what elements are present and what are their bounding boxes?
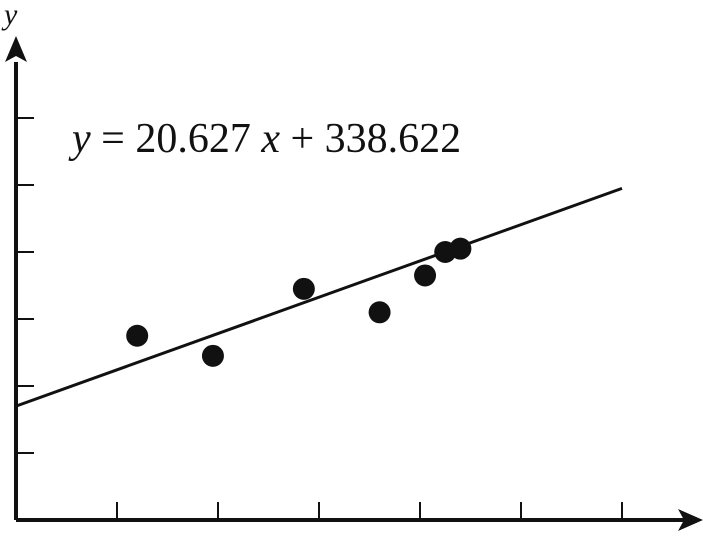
trendline-group [15, 186, 623, 408]
data-point [368, 301, 391, 324]
y-axis-arrow [5, 36, 27, 62]
equation-mid: = 20.627 [101, 116, 251, 162]
equation-x: x [260, 116, 280, 162]
trendline [15, 186, 623, 408]
x-axis-arrow [678, 509, 703, 531]
data-points [126, 237, 472, 367]
data-point [414, 264, 437, 287]
y-axis-label: y [1, 0, 18, 31]
regression-equation: y = 20.627 x + 338.622 [68, 116, 461, 162]
equation-y: y [68, 116, 91, 162]
equation-tail: + 338.622 [291, 116, 462, 162]
data-point [292, 277, 315, 300]
data-point [449, 237, 472, 260]
axes [5, 36, 703, 531]
data-point [126, 324, 149, 347]
data-point [201, 344, 224, 367]
